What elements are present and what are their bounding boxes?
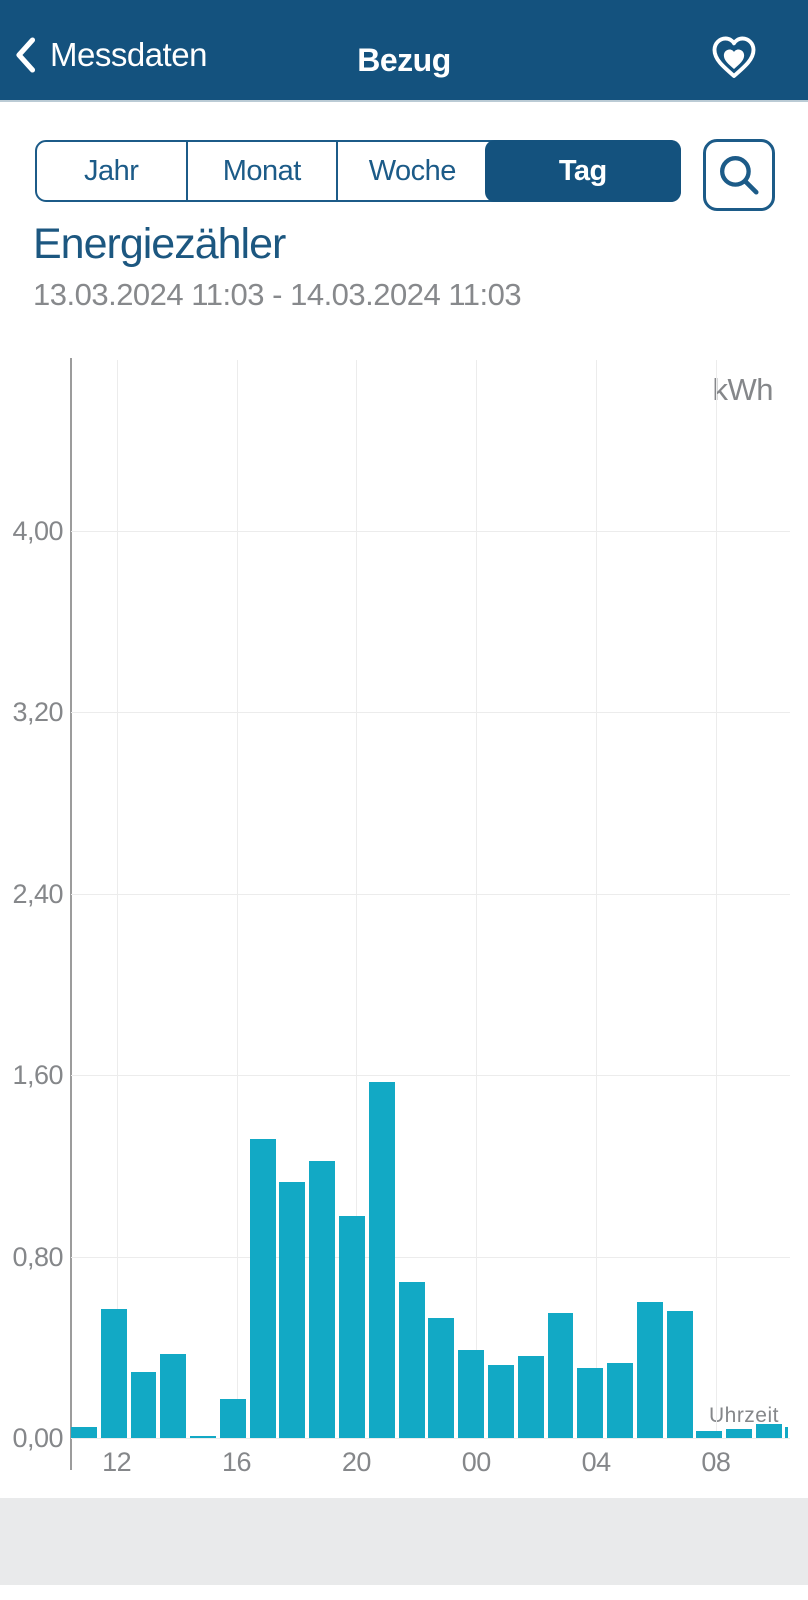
search-button[interactable]	[703, 139, 775, 211]
h-gridline	[71, 1256, 790, 1258]
chart-title: Energiezähler	[33, 220, 286, 268]
bar-hour-23[interactable]	[428, 1317, 455, 1438]
h-gridline	[71, 531, 790, 532]
y-tick-label: 0,00	[12, 1423, 63, 1453]
tab-woche[interactable]: Woche	[336, 142, 487, 200]
bar-hour-18[interactable]	[279, 1181, 306, 1438]
chevron-left-icon	[16, 37, 36, 73]
x-tick-label: 00	[461, 1447, 492, 1477]
h-gridline	[71, 1438, 790, 1439]
bar-hour-19[interactable]	[309, 1161, 336, 1438]
bar-hour-21[interactable]	[368, 1082, 395, 1438]
v-gridline	[476, 360, 478, 1438]
x-axis-label: Uhrzeit	[708, 1404, 779, 1427]
bar-hour-11[interactable]	[71, 1426, 97, 1438]
v-gridline	[116, 360, 118, 1438]
bar-hour-20[interactable]	[339, 1215, 365, 1438]
x-tick-label: 08	[701, 1447, 731, 1477]
x-tick-label: 20	[341, 1447, 372, 1477]
y-tick-label: 1,60	[12, 1060, 63, 1091]
v-gridline	[236, 360, 238, 1438]
unit-label: kWh	[712, 372, 774, 407]
back-button[interactable]: Messdaten	[14, 36, 207, 74]
back-button-label: Messdaten	[50, 36, 207, 73]
tab-tag[interactable]: Tag	[484, 140, 682, 202]
y-axis-line	[70, 358, 72, 1470]
v-gridline	[715, 360, 717, 1438]
x-tick-label: 16	[222, 1447, 252, 1477]
bar-hour-12[interactable]	[100, 1308, 127, 1438]
bar-hour-04[interactable]	[577, 1367, 604, 1438]
search-icon	[720, 156, 759, 195]
bar-partial-hour-11[interactable]	[785, 1426, 788, 1438]
h-gridline	[71, 712, 790, 714]
v-gridline	[596, 360, 598, 1438]
tab-monat[interactable]: Monat	[185, 142, 337, 200]
bar-hour-15[interactable]	[190, 1435, 217, 1438]
h-gridline	[71, 893, 790, 895]
bar-hour-05[interactable]	[607, 1363, 633, 1438]
bar-hour-02[interactable]	[517, 1356, 544, 1438]
y-tick-label: 2,40	[12, 878, 63, 909]
v-gridline	[356, 360, 358, 1438]
y-tick-label: 0,80	[12, 1241, 63, 1272]
date-range: 13.03.2024 11:03 - 14.03.2024 11:03	[33, 277, 522, 312]
favorite-heart-icon[interactable]	[710, 30, 758, 86]
x-tick-label: 04	[581, 1447, 612, 1477]
x-tick-label: 12	[102, 1447, 132, 1477]
h-gridline	[71, 1075, 790, 1077]
bar-hour-01[interactable]	[487, 1365, 514, 1438]
legend-row[interactable]: Schnittstelle für Energiezähler (Zählers…	[0, 1498, 808, 1585]
bar-hour-16[interactable]	[219, 1399, 246, 1438]
bar-hour-07[interactable]	[666, 1311, 693, 1438]
period-segmented-control: Jahr Monat Woche Tag	[35, 140, 682, 202]
bar-hour-14[interactable]	[160, 1354, 187, 1438]
bar-hour-22[interactable]	[398, 1281, 425, 1438]
page-header-title: Bezug	[357, 42, 451, 78]
navbar: Messdaten Bezug	[0, 0, 808, 100]
bar-hour-17[interactable]	[249, 1138, 276, 1438]
bar-hour-06[interactable]	[636, 1301, 663, 1438]
tab-jahr[interactable]: Jahr	[84, 154, 139, 187]
bar-hour-10[interactable]	[756, 1424, 782, 1438]
bar-hour-13[interactable]	[130, 1372, 157, 1438]
bar-hour-03[interactable]	[547, 1313, 574, 1438]
bar-hour-00[interactable]	[458, 1349, 485, 1438]
y-tick-label: 4,00	[12, 516, 63, 546]
bar-hour-08[interactable]	[696, 1431, 723, 1438]
y-tick-label: 3,20	[12, 697, 63, 728]
bar-hour-09[interactable]	[726, 1428, 753, 1438]
